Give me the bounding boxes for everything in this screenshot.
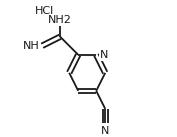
Text: N: N xyxy=(100,50,109,60)
Text: NH2: NH2 xyxy=(48,15,72,25)
Text: NH: NH xyxy=(23,41,40,51)
Text: N: N xyxy=(101,126,109,136)
Text: HCl: HCl xyxy=(34,6,54,16)
